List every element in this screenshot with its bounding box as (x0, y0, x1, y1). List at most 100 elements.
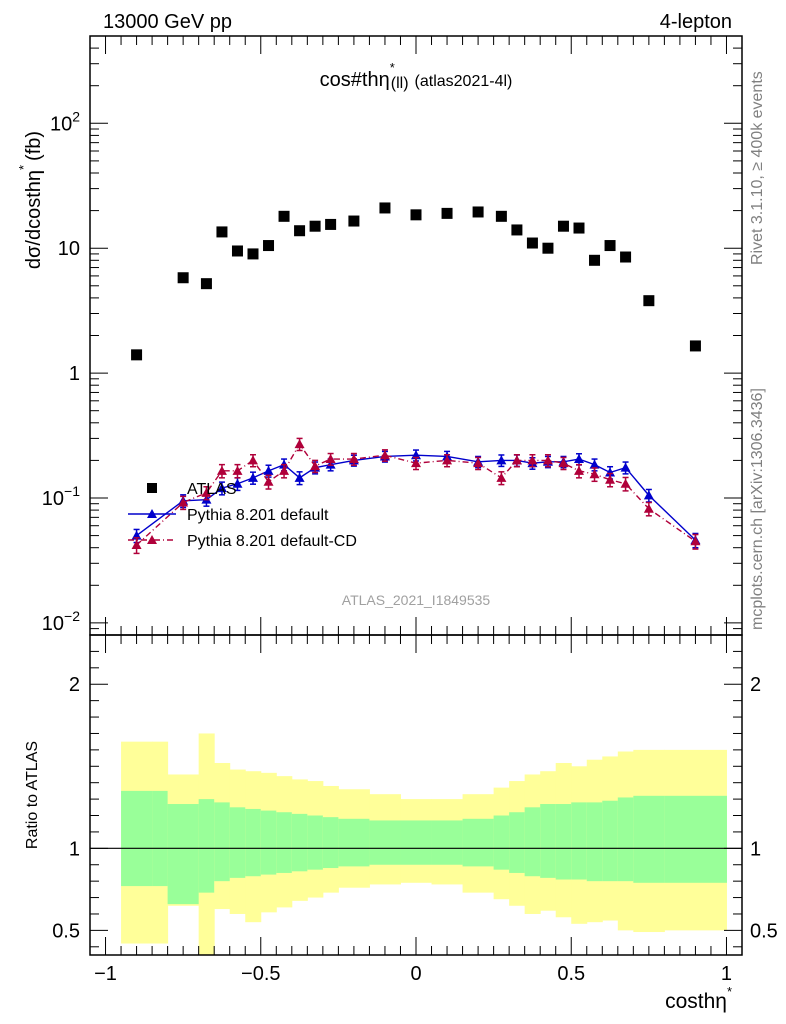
mcplots-label: mcplots.cern.ch [arXiv:1306.3436] (749, 388, 766, 630)
legend-marker-pythia-default (147, 509, 157, 518)
ratio-band-inner (121, 790, 153, 887)
ratio-band-inner (260, 810, 277, 875)
pythia-default-cd-point (216, 465, 227, 475)
ratio-y-tick-label-right: 1 (750, 838, 761, 860)
ratio-x-tick-label: 0 (410, 963, 421, 985)
main-y-tick-label: 10 (58, 238, 80, 260)
pythia-default-cd-point (643, 503, 654, 513)
atlas-data-point (410, 209, 422, 221)
main-y-tick-label: 10−1 (42, 483, 80, 510)
atlas-data-point (263, 240, 275, 252)
plot-title-main: cos#thη (320, 69, 390, 91)
ratio-band-inner (509, 812, 526, 873)
ratio-band-inner (586, 802, 603, 882)
plot-title-sup: * (390, 60, 395, 75)
pythia-default-cd-point (558, 458, 569, 468)
atlas-data-point (573, 222, 585, 234)
pythia-default-cd-point (620, 478, 631, 488)
pythia-default-cd-point (411, 458, 421, 468)
atlas-data-point (526, 237, 538, 249)
plot-title-suffix: (atlas2021-4l) (415, 73, 513, 90)
pythia-default-cd-point (131, 540, 142, 550)
main-y-tick-label-exp: 2 (72, 108, 80, 124)
pythia-default-point (263, 465, 274, 475)
ratio-y-tick-label-right: 2 (750, 674, 761, 696)
pythia-default-cd-point (232, 465, 243, 475)
ratio-band-inner (571, 802, 588, 880)
main-y-tick-label: 102 (50, 108, 80, 135)
ratio-y-tick-label-left: 1 (69, 838, 80, 860)
legend-label: ATLAS (187, 481, 237, 498)
pythia-default-point (589, 459, 600, 469)
ratio-band-inner (431, 820, 464, 865)
pythia-default-cd-point (542, 455, 553, 465)
pythia-default-cd-point (178, 497, 189, 507)
ratio-band-inner (369, 820, 401, 865)
ratio-band-inner (400, 820, 433, 865)
ratio-band-inner (167, 804, 200, 905)
ratio-band-inner (276, 812, 293, 873)
y-axis-label-unit: (fb) (23, 131, 45, 161)
ratio-x-tick-label: −1 (94, 963, 117, 985)
pythia-default-cd-point (279, 465, 290, 475)
atlas-data-point (247, 248, 259, 260)
main-y-tick-label-exp: −2 (64, 608, 80, 624)
pythia-default-point (232, 478, 243, 488)
x-axis-label-sup: * (727, 984, 732, 999)
pythia-default-cd-point (589, 469, 600, 479)
rivet-label: Rivet 3.1.10, ≥ 400k events (749, 71, 766, 265)
atlas-data-point (557, 220, 569, 232)
atlas-data-point (472, 206, 484, 218)
ratio-band-inner (229, 807, 246, 878)
ratio-band-inner (633, 795, 665, 883)
atlas-data-point (589, 254, 601, 266)
ratio-band-inner (462, 818, 495, 867)
ratio-band-inner (540, 804, 557, 878)
atlas-data-point (231, 245, 243, 257)
ratio-y-tick-label-right: 0.5 (750, 920, 778, 942)
plot-title-sub: (ll) (391, 75, 409, 92)
plot-title: cos#thη* (ll) (atlas2021-4l) (320, 60, 513, 92)
pythia-default-cd-point (248, 455, 258, 465)
legend-marker-atlas (147, 483, 157, 493)
main-y-tick-label-base: 1 (69, 363, 80, 385)
ratio-band-inner (664, 795, 727, 883)
atlas-data-point (348, 215, 360, 227)
atlas-data-point (278, 210, 290, 222)
atlas-data-point (131, 349, 143, 361)
pythia-default-point (574, 454, 584, 464)
pythia-default-cd-point (325, 454, 336, 464)
ratio-band-inner (198, 799, 215, 893)
pythia-default-cd-point (473, 458, 484, 468)
atlas-data-point (216, 226, 228, 238)
pythia-default-point (248, 472, 258, 482)
ratio-y-axis-label: Ratio to ATLAS (24, 741, 41, 849)
atlas-data-point (542, 242, 554, 254)
ratio-bands (90, 733, 742, 955)
atlas-data-point (200, 278, 212, 290)
ratio-band-inner (338, 818, 370, 867)
y-axis-label: dσ/dcosthη* (fb) (16, 131, 45, 269)
data-series (131, 202, 701, 555)
pythia-default-point (620, 462, 631, 472)
x-axis-label-main: costhη (665, 990, 727, 1013)
header-right: 4-lepton (660, 11, 732, 33)
pythia-default-cd-point (201, 487, 212, 497)
atlas-data-point (643, 295, 655, 307)
atlas-data-point (309, 220, 321, 232)
pythia-default-cd-point (605, 474, 616, 484)
atlas-data-point (689, 340, 701, 352)
atlas-data-point (294, 225, 306, 237)
pythia-default-point (294, 472, 305, 482)
main-y-tick-label-base: 10 (58, 238, 80, 260)
pythia-default-cd-point (690, 536, 701, 546)
ratio-x-tick-label: 1 (721, 963, 732, 985)
pythia-default-cd-point (496, 472, 507, 482)
legend-marker-pythia-default-cd (147, 535, 157, 544)
y-axis-label-main: dσ/dcosthη (23, 170, 45, 269)
main-y-tick-label: 1 (69, 363, 80, 385)
ratio-band-inner (245, 808, 262, 877)
ratio-y-tick-label-left: 2 (69, 674, 80, 696)
pythia-default-point (216, 483, 227, 493)
